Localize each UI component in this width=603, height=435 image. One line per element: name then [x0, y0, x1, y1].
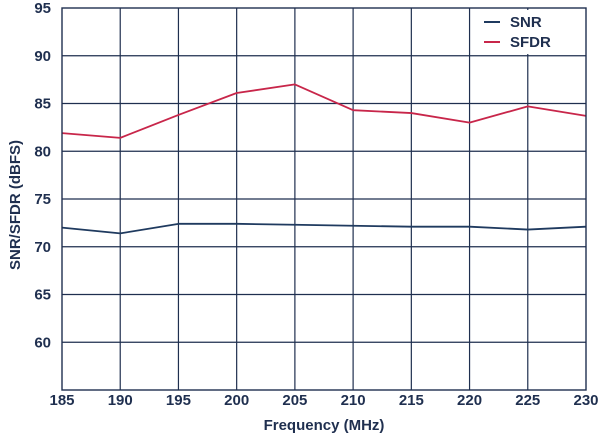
- legend-background: [478, 10, 582, 54]
- x-tick-label: 230: [573, 392, 598, 409]
- legend-label-snr: SNR: [510, 14, 542, 31]
- y-tick-labels: 60 65 70 75 80 85 90 95: [34, 0, 51, 351]
- x-tick-label: 210: [341, 392, 366, 409]
- y-tick-label: 80: [34, 143, 51, 160]
- y-axis-title: SNR/SFDR (dBFS): [7, 140, 24, 270]
- x-tick-label: 220: [457, 392, 482, 409]
- series-line-sfdr: [61, 83, 587, 139]
- y-tick-label: 95: [34, 0, 51, 17]
- x-tick-label: 190: [108, 392, 133, 409]
- y-tick-label: 90: [34, 48, 51, 65]
- x-tick-label: 185: [49, 392, 74, 409]
- x-tick-label: 225: [515, 392, 540, 409]
- x-tick-labels: 185 190 195 200 205 210 215 220 225 230: [49, 392, 598, 409]
- x-tick-label: 205: [282, 392, 307, 409]
- y-tick-label: 65: [34, 287, 51, 304]
- y-tick-label: 70: [34, 239, 51, 256]
- x-tick-label: 215: [399, 392, 424, 409]
- legend: SNR SFDR: [478, 10, 582, 54]
- plot-frame: [61, 7, 587, 391]
- y-tick-label: 75: [34, 191, 51, 208]
- x-tick-label: 195: [166, 392, 191, 409]
- y-tick-label: 85: [34, 96, 51, 113]
- x-axis-title: Frequency (MHz): [264, 417, 385, 434]
- series-layer: [61, 83, 587, 235]
- y-tick-label: 60: [34, 334, 51, 351]
- x-tick-label: 200: [224, 392, 249, 409]
- grid: [62, 8, 586, 390]
- legend-label-sfdr: SFDR: [510, 34, 551, 51]
- series-line-snr: [61, 222, 587, 235]
